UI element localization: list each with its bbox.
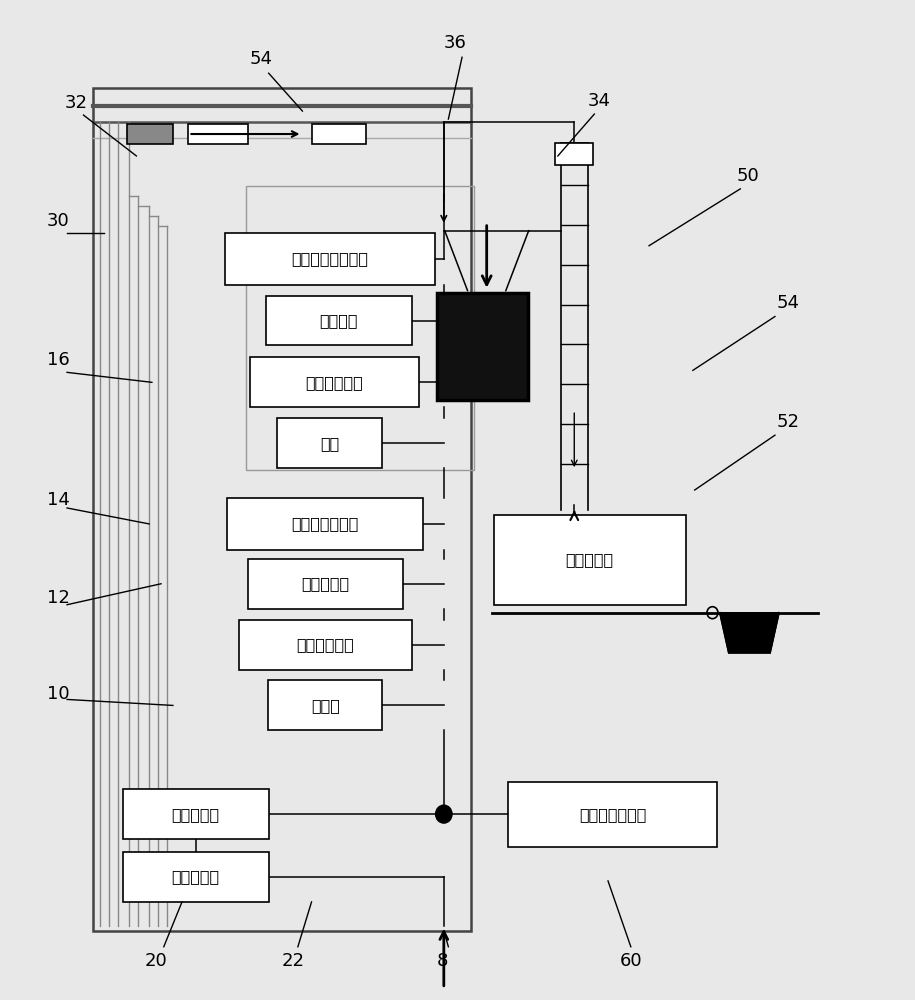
Text: 16: 16 [47,351,70,369]
Bar [436,293,528,400]
Text: 14: 14 [47,491,70,509]
Bar [123,852,269,902]
Text: 废浆处理器: 废浆处理器 [565,552,614,567]
Text: 34: 34 [587,92,610,110]
Text: 12: 12 [47,589,70,607]
Circle shape [436,805,452,823]
Text: 30: 30 [47,212,70,230]
Bar [555,143,594,165]
Text: 高压水压力传感器: 高压水压力传感器 [291,251,369,266]
Bar [494,515,685,605]
Polygon shape [720,613,779,653]
Text: 水箱: 水箱 [320,436,339,451]
Bar [277,418,382,468]
Bar [123,789,269,839]
Text: 高压水泵: 高压水泵 [319,313,358,328]
Bar [508,782,717,847]
Text: 工艺参数监视器: 工艺参数监视器 [579,807,646,822]
Text: 高压注浆泵: 高压注浆泵 [301,576,350,591]
Bar [227,498,424,550]
Bar [188,124,248,144]
Bar [250,357,419,407]
Bar [239,620,412,670]
Text: 20: 20 [145,952,167,970]
Text: 22: 22 [282,952,305,970]
Bar [266,296,412,345]
Bar [127,124,173,144]
Text: 52: 52 [776,413,799,431]
Bar [268,680,382,730]
Text: 36: 36 [444,34,467,52]
Bar [311,124,366,144]
Text: 54: 54 [250,50,273,68]
Bar [246,186,474,470]
Bar [92,88,471,931]
Text: 54: 54 [776,294,799,312]
Text: 50: 50 [737,167,759,185]
Text: 60: 60 [619,952,642,970]
Bar [225,233,435,285]
Text: 贮浆器: 贮浆器 [311,698,339,713]
Bar [248,559,403,609]
Text: 32: 32 [65,94,88,112]
Text: 10: 10 [47,685,70,703]
Text: 水泥浆流量计: 水泥浆流量计 [296,637,354,652]
Text: 高压水流量计: 高压水流量计 [306,375,363,390]
Text: 空气压缩机: 空气压缩机 [172,869,220,884]
Text: 注浆压力传感器: 注浆压力传感器 [292,516,359,531]
Text: 气体流量计: 气体流量计 [172,807,220,822]
Text: 8: 8 [436,952,447,970]
